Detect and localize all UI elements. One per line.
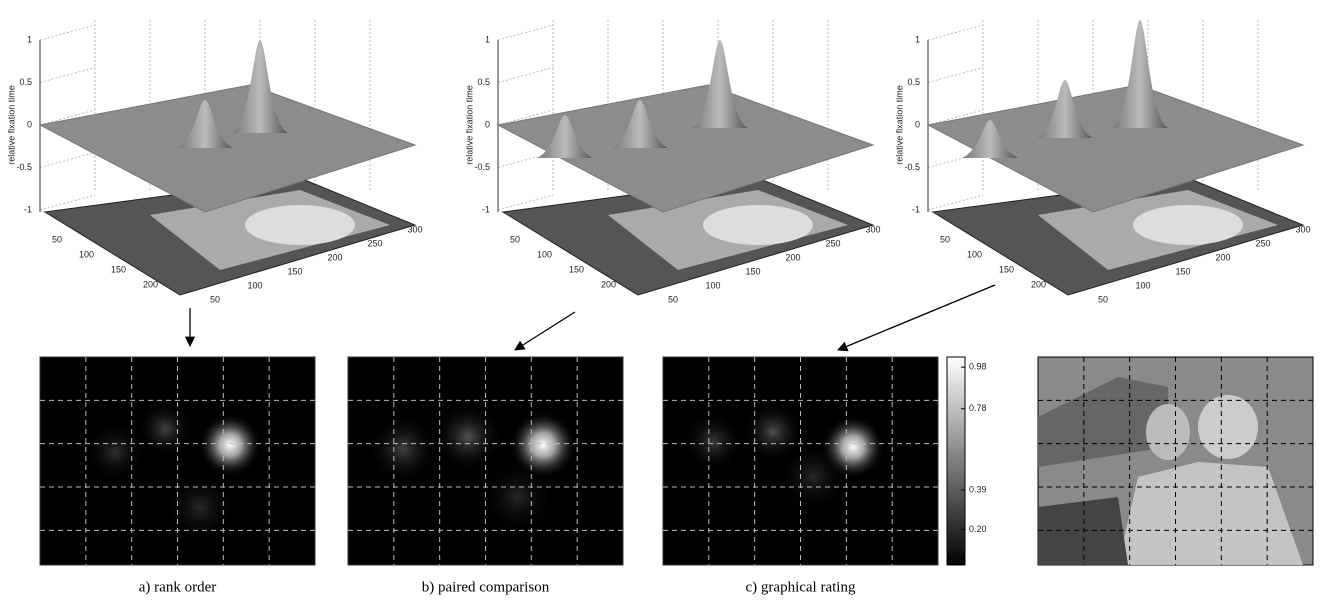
z-axis-label: relative fixation time xyxy=(894,85,904,165)
heatmap: c) graphical rating xyxy=(663,357,938,595)
box-grid xyxy=(928,68,983,83)
fixation-blob xyxy=(137,401,193,457)
x-tick-label: 150 xyxy=(745,266,760,276)
y-tick-label: 200 xyxy=(143,279,158,289)
fixation-blob xyxy=(368,414,438,484)
heatmap: a) rank order xyxy=(40,357,315,595)
surface-plot: 1 0.5 0 -0.5 -1 relative fixation time 50 100 15… xyxy=(464,20,880,304)
z-tick-label: 1 xyxy=(915,34,920,44)
fixation-blob xyxy=(683,412,743,472)
photo-detail xyxy=(1038,497,1128,565)
fixation-blob xyxy=(165,472,235,542)
z-tick-label: 0 xyxy=(485,119,490,129)
fixation-blob xyxy=(198,413,262,477)
x-tick-label: 100 xyxy=(1135,280,1150,290)
z-tick-label: 0.5 xyxy=(477,77,490,87)
colorbar-tick-label: 0.98 xyxy=(969,362,987,372)
z-tick-label: 0.5 xyxy=(19,77,32,87)
x-tick-label: 300 xyxy=(1295,224,1310,234)
x-tick-label: 250 xyxy=(825,238,840,248)
x-tick-label: 250 xyxy=(367,238,382,248)
z-tick-label: -0.5 xyxy=(16,162,32,172)
z-tick-label: 0 xyxy=(27,119,32,129)
fixation-blob xyxy=(85,422,145,482)
fixation-blob xyxy=(433,402,503,472)
z-tick-label: 1 xyxy=(27,34,32,44)
figure: 10.50-0.5-1relative fixation time5010015… xyxy=(0,0,1322,603)
fixation-blob xyxy=(778,442,848,512)
y-tick-label: 50 xyxy=(52,234,62,244)
x-tick-label: 50 xyxy=(668,294,678,304)
colorbar-tick-label: 0.39 xyxy=(969,484,987,494)
fixation-plane xyxy=(40,85,415,212)
z-tick-label: 0.5 xyxy=(907,77,920,87)
photo-person xyxy=(1146,404,1190,460)
caption: c) graphical rating xyxy=(746,579,856,595)
y-tick-label: 100 xyxy=(967,249,982,259)
y-tick-label: 50 xyxy=(940,234,950,244)
z-tick-label: 0 xyxy=(915,119,920,129)
y-tick-label: 150 xyxy=(111,264,126,274)
x-tick-label: 50 xyxy=(1098,294,1108,304)
surface-plot: 1 0.5 0 -0.5 -1 relative fixation time 50 100 15… xyxy=(6,20,422,304)
x-tick-label: 100 xyxy=(247,280,262,290)
x-tick-label: 250 xyxy=(1255,238,1270,248)
x-tick-label: 50 xyxy=(210,294,220,304)
x-tick-label: 300 xyxy=(407,224,422,234)
box-grid xyxy=(928,25,983,40)
x-tick-label: 300 xyxy=(865,224,880,234)
z-axis-label: relative fixation time xyxy=(6,85,16,165)
box-grid xyxy=(40,68,95,83)
y-tick-label: 100 xyxy=(537,249,552,259)
box-grid xyxy=(498,68,553,83)
colorbar-gradient xyxy=(947,357,965,565)
x-tick-label: 150 xyxy=(1175,266,1190,276)
arrow xyxy=(838,285,995,350)
y-tick-label: 50 xyxy=(510,234,520,244)
box-grid xyxy=(40,153,95,168)
fixation-blob xyxy=(483,462,553,532)
z-axis-label: relative fixation time xyxy=(464,85,474,165)
image-detail xyxy=(1133,205,1243,245)
surface-plot: 1 0.5 0 -0.5 -1 relative fixation time 50 100 15… xyxy=(894,20,1310,304)
z-tick-label: -1 xyxy=(482,204,490,214)
heatmap: b) paired comparison xyxy=(348,357,623,595)
y-tick-label: 150 xyxy=(569,264,584,274)
z-tick-label: -1 xyxy=(24,204,32,214)
z-tick-label: 1 xyxy=(485,34,490,44)
z-tick-label: -1 xyxy=(912,204,920,214)
image-detail xyxy=(703,205,813,245)
z-tick-label: -0.5 xyxy=(474,162,490,172)
z-tick-label: -0.5 xyxy=(904,162,920,172)
y-tick-label: 150 xyxy=(999,264,1014,274)
caption: a) rank order xyxy=(139,579,216,595)
photo-person xyxy=(1198,395,1258,459)
y-tick-label: 200 xyxy=(601,279,616,289)
x-tick-label: 150 xyxy=(287,266,302,276)
photo xyxy=(1038,357,1313,565)
y-tick-label: 200 xyxy=(1031,279,1046,289)
x-tick-label: 200 xyxy=(785,252,800,262)
caption: b) paired comparison xyxy=(422,579,550,595)
x-tick-label: 200 xyxy=(327,252,342,262)
y-tick-label: 100 xyxy=(79,249,94,259)
x-tick-label: 200 xyxy=(1215,252,1230,262)
box-grid xyxy=(40,25,95,40)
colorbar: 0.98 0.78 0.39 0.20 xyxy=(947,357,987,565)
x-tick-label: 100 xyxy=(705,280,720,290)
image-detail xyxy=(245,205,355,245)
colorbar-tick-label: 0.20 xyxy=(969,524,987,534)
box-grid xyxy=(498,25,553,40)
arrow xyxy=(515,312,575,350)
colorbar-tick-label: 0.78 xyxy=(969,403,987,413)
